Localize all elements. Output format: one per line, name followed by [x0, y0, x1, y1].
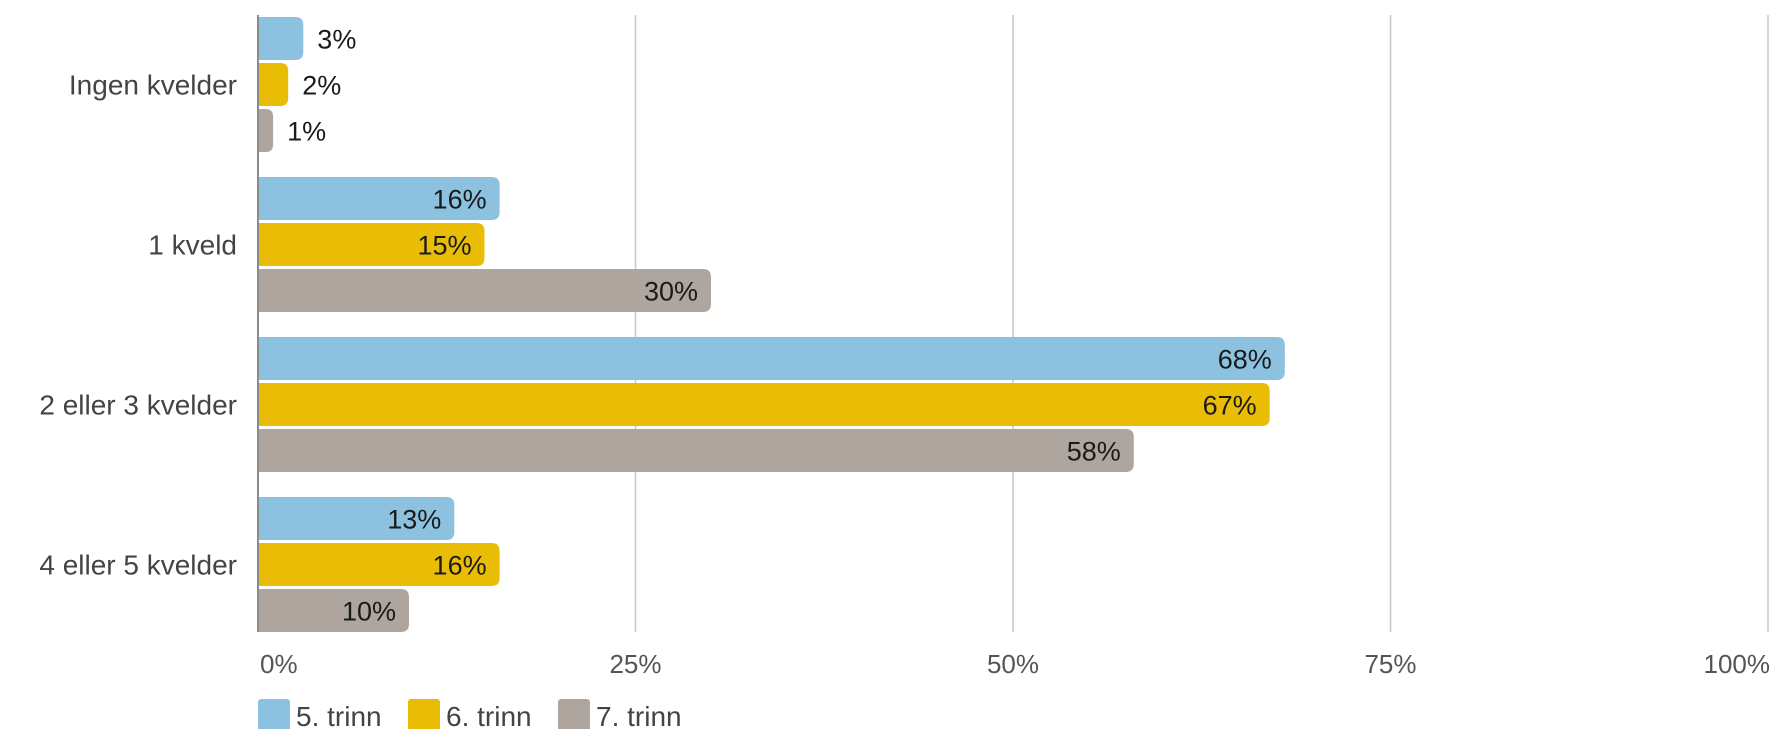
- axis: 0% 25% 50% 75% 100% Ingen kvelder 1 kveld 2 ell…: [39, 15, 1770, 679]
- x-tick-label: 0%: [260, 649, 298, 679]
- category-label: 1 kveld: [148, 230, 237, 261]
- bar-value-label: 13%: [387, 505, 441, 535]
- bar-value-label: 30%: [644, 277, 698, 307]
- legend-label: 6. trinn: [446, 701, 532, 729]
- legend-swatch: [258, 699, 290, 729]
- x-tick-label: 100%: [1704, 649, 1771, 679]
- bar: [258, 177, 500, 220]
- bar-value-label: 68%: [1218, 345, 1272, 375]
- bar-value-label: 15%: [417, 231, 471, 261]
- category-label: Ingen kvelder: [69, 70, 237, 101]
- category-label: 2 eller 3 kvelder: [39, 390, 237, 421]
- legend-swatch: [558, 699, 590, 729]
- bar-value-label: 1%: [287, 117, 326, 147]
- bars: 3% 2% 1% 16% 15% 30% 68% 67% 58% 13% 16% 10%: [258, 17, 1285, 632]
- legend-label: 5. trinn: [296, 701, 382, 729]
- bar: [258, 337, 1285, 380]
- category-label: 4 eller 5 kvelder: [39, 550, 237, 581]
- bar: [258, 109, 274, 152]
- bar: [258, 17, 304, 60]
- grid-lines: [634, 15, 1769, 632]
- x-tick-label: 25%: [609, 649, 661, 679]
- bar: [258, 497, 455, 540]
- x-tick-label: 75%: [1364, 649, 1416, 679]
- bar: [258, 589, 409, 632]
- bar: [258, 543, 500, 586]
- x-tick-label: 50%: [987, 649, 1039, 679]
- bar-value-label: 67%: [1203, 391, 1257, 421]
- legend: 5. trinn 6. trinn 7. trinn: [258, 699, 682, 729]
- bar: [258, 223, 485, 266]
- legend-label: 7. trinn: [596, 701, 682, 729]
- bar: [258, 269, 711, 312]
- bar-value-label: 2%: [302, 71, 341, 101]
- bar-value-label: 16%: [433, 185, 487, 215]
- bar-value-label: 58%: [1067, 437, 1121, 467]
- bar: [258, 383, 1270, 426]
- bar-value-label: 10%: [342, 597, 396, 627]
- legend-swatch: [408, 699, 440, 729]
- bar: [258, 63, 289, 106]
- bar-value-label: 16%: [433, 551, 487, 581]
- bar: [258, 429, 1134, 472]
- bar-value-label: 3%: [317, 25, 356, 55]
